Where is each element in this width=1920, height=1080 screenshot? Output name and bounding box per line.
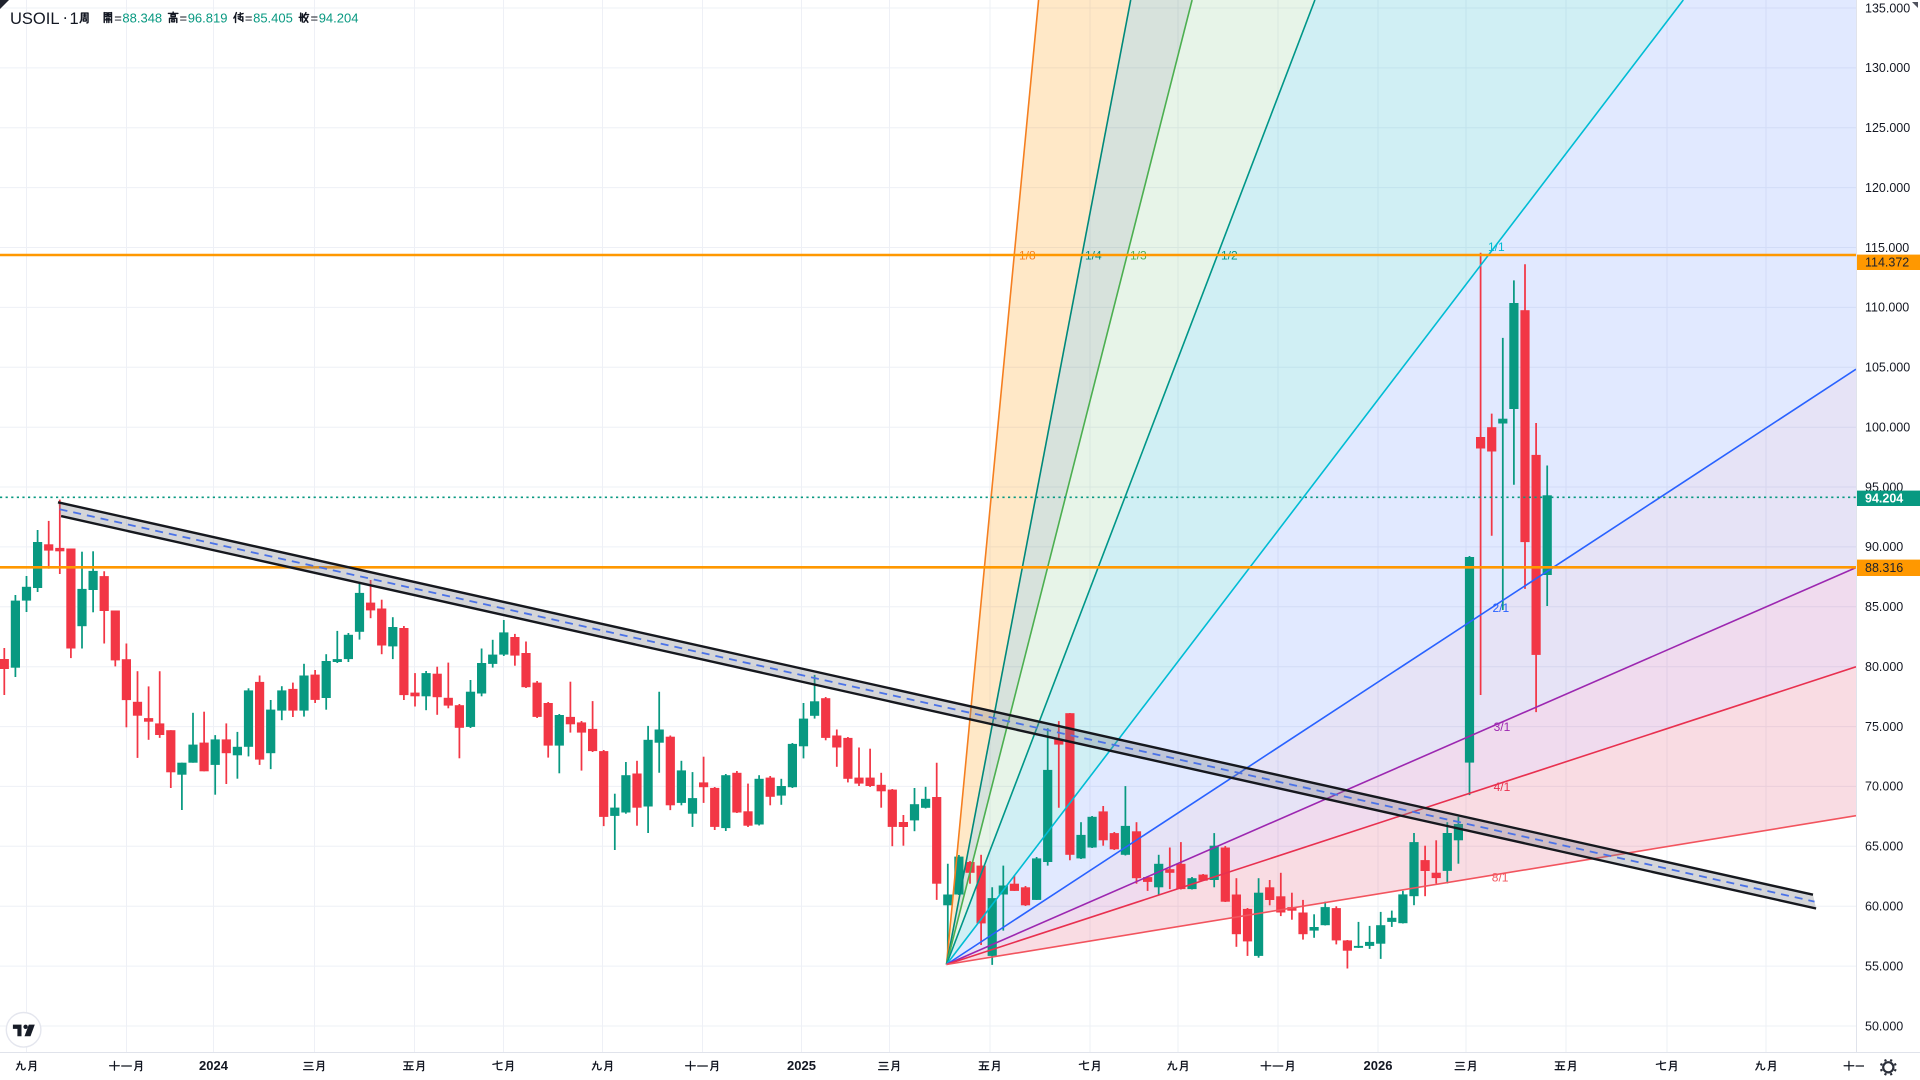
svg-text:2024: 2024 (199, 1058, 229, 1073)
svg-text:1/1: 1/1 (1488, 240, 1505, 254)
svg-text:115.000: 115.000 (1865, 241, 1909, 255)
svg-text:94.204: 94.204 (1865, 492, 1903, 506)
svg-text:2/1: 2/1 (1493, 601, 1510, 615)
svg-text:94.204: 94.204 (319, 10, 359, 25)
svg-text:USOIL: USOIL (10, 10, 60, 28)
svg-text:114.372: 114.372 (1865, 256, 1909, 270)
svg-text:90.000: 90.000 (1865, 540, 1903, 554)
svg-text:100.000: 100.000 (1865, 421, 1910, 435)
svg-text:2026: 2026 (1364, 1058, 1393, 1073)
svg-text:85.000: 85.000 (1865, 600, 1903, 614)
svg-text:125.000: 125.000 (1865, 121, 1910, 135)
svg-text:=: = (311, 10, 319, 25)
svg-text:3/1: 3/1 (1494, 720, 1511, 734)
svg-text:110.000: 110.000 (1865, 301, 1909, 315)
svg-text:60.000: 60.000 (1865, 900, 1903, 914)
svg-text:105.000: 105.000 (1865, 361, 1910, 375)
svg-text:=: = (180, 10, 188, 25)
svg-text:50.000: 50.000 (1865, 1019, 1903, 1033)
svg-text:88.316: 88.316 (1865, 561, 1903, 575)
svg-text:96.819: 96.819 (188, 10, 228, 25)
svg-text:55.000: 55.000 (1865, 959, 1903, 973)
svg-text:1: 1 (70, 10, 79, 28)
svg-text:4/1: 4/1 (1494, 780, 1511, 794)
svg-text:130.000: 130.000 (1865, 61, 1910, 75)
svg-text:=: = (245, 10, 253, 25)
svg-text:85.405: 85.405 (253, 10, 293, 25)
svg-text:80.000: 80.000 (1865, 660, 1903, 674)
svg-text:75.000: 75.000 (1865, 720, 1903, 734)
svg-text:88.348: 88.348 (122, 10, 162, 25)
svg-text:2025: 2025 (787, 1058, 816, 1073)
svg-text:=: = (114, 10, 122, 25)
svg-text:·: · (63, 9, 69, 27)
svg-text:135.000: 135.000 (1865, 1, 1910, 15)
svg-text:70.000: 70.000 (1865, 780, 1903, 794)
svg-text:65.000: 65.000 (1865, 840, 1903, 854)
svg-text:8/1: 8/1 (1492, 871, 1509, 885)
svg-text:120.000: 120.000 (1865, 181, 1910, 195)
